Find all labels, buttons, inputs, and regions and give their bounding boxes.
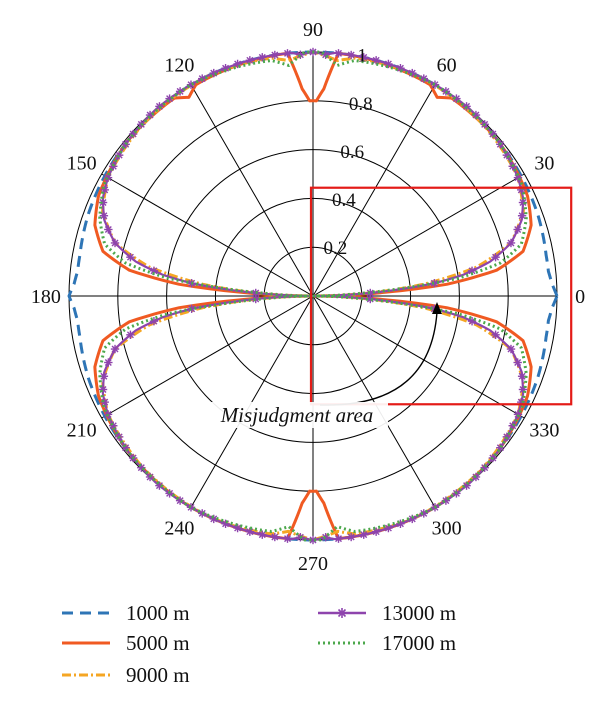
series-marker bbox=[502, 432, 512, 442]
series-marker bbox=[126, 252, 135, 262]
angle-tick-0: 0 bbox=[575, 286, 585, 308]
tick-label-layer: 0 30 60 90 120 150 180 210 240 270 300 330 0.2 0.4 0.6… bbox=[31, 19, 585, 575]
legend-item-1000m: 1000 m bbox=[60, 598, 190, 628]
series-marker bbox=[506, 344, 516, 354]
angle-tick-180: 180 bbox=[31, 286, 61, 308]
series-marker bbox=[506, 238, 516, 248]
series-marker bbox=[110, 238, 120, 248]
angle-tick-30: 30 bbox=[534, 152, 554, 174]
series-marker bbox=[186, 503, 196, 512]
series-marker bbox=[517, 211, 527, 220]
series-marker bbox=[283, 49, 292, 58]
series-marker bbox=[110, 344, 120, 354]
legend-swatch-13000m bbox=[318, 608, 366, 618]
legend-swatch-5000m bbox=[62, 641, 110, 645]
angle-tick-90: 90 bbox=[303, 19, 323, 41]
series-marker bbox=[258, 53, 267, 62]
misjudgment-highlight-box bbox=[309, 186, 573, 406]
legend-item-17000m: 17000 m bbox=[316, 628, 456, 658]
series-marker bbox=[491, 330, 500, 340]
series-marker bbox=[283, 534, 292, 543]
series-marker bbox=[104, 358, 113, 367]
angle-tick-240: 240 bbox=[164, 517, 194, 539]
series-marker bbox=[270, 50, 280, 60]
legend-item-13000m: 13000 m bbox=[316, 598, 456, 628]
series-marker bbox=[187, 304, 196, 313]
series-marker bbox=[104, 225, 113, 234]
legend-label-5000m: 5000 m bbox=[126, 630, 190, 655]
angle-tick-120: 120 bbox=[164, 55, 194, 77]
annotation-text-backdrop bbox=[206, 402, 388, 428]
series-marker bbox=[198, 509, 207, 518]
series-line-4 bbox=[98, 50, 528, 542]
series-marker bbox=[270, 532, 280, 542]
series-marker bbox=[513, 358, 522, 367]
legend-item-5000m: 5000 m bbox=[60, 628, 190, 658]
legend-label-9000m: 9000 m bbox=[126, 662, 190, 687]
series-layer bbox=[67, 47, 559, 545]
series-marker bbox=[408, 514, 417, 524]
series-marker bbox=[334, 534, 343, 543]
legend: 1000 m 5000 m 9000 m 13000 m 17000 m bbox=[60, 598, 580, 698]
series-marker bbox=[258, 530, 267, 539]
series-marker bbox=[99, 211, 109, 220]
annotation-arrow-head bbox=[432, 302, 442, 314]
radial-tick-0.2: 0.2 bbox=[323, 238, 347, 259]
series-marker bbox=[128, 129, 138, 139]
series-marker bbox=[149, 266, 159, 276]
angle-tick-150: 150 bbox=[67, 152, 97, 174]
series-marker bbox=[121, 443, 130, 452]
legend-label-1000m: 1000 m bbox=[126, 600, 190, 625]
radial-tick-0.8: 0.8 bbox=[349, 94, 373, 115]
legend-label-13000m: 13000 m bbox=[382, 600, 457, 625]
polar-chart: Misjudgment area 0 30 60 90 120 150 180 210 240 2… bbox=[31, 19, 585, 575]
series-marker bbox=[109, 162, 118, 171]
radial-tick-0.6: 0.6 bbox=[340, 142, 364, 163]
series-marker bbox=[251, 294, 260, 304]
angle-tick-60: 60 bbox=[437, 55, 457, 77]
angle-tick-330: 330 bbox=[529, 420, 559, 442]
series-marker bbox=[508, 421, 517, 430]
annotation-text: Misjudgment area bbox=[220, 403, 374, 427]
series-marker bbox=[488, 129, 498, 139]
series-marker bbox=[149, 316, 159, 326]
series-marker bbox=[491, 252, 500, 262]
radial-tick-0.4: 0.4 bbox=[332, 190, 356, 211]
series-marker bbox=[126, 330, 135, 340]
legend-swatch-1000m bbox=[62, 611, 110, 615]
legend-swatch-9000m bbox=[62, 673, 110, 677]
angle-tick-300: 300 bbox=[432, 517, 462, 539]
angle-tick-210: 210 bbox=[67, 420, 97, 442]
series-marker bbox=[371, 56, 381, 65]
series-marker bbox=[233, 523, 242, 533]
legend-swatch-17000m bbox=[318, 641, 366, 645]
legend-item-9000m: 9000 m bbox=[60, 660, 190, 690]
series-marker bbox=[359, 53, 368, 62]
series-marker bbox=[513, 225, 522, 234]
series-17000m bbox=[98, 50, 528, 542]
annotation-layer: Misjudgment area bbox=[206, 186, 573, 428]
series-marker bbox=[114, 150, 124, 160]
series-marker bbox=[334, 49, 343, 58]
series-marker bbox=[513, 410, 523, 419]
series-marker bbox=[359, 530, 368, 539]
annotation-arrow bbox=[319, 311, 438, 406]
radial-tick-1: 1 bbox=[357, 46, 367, 67]
series-marker bbox=[496, 443, 505, 452]
series-marker bbox=[245, 527, 255, 536]
series-marker bbox=[346, 50, 356, 60]
series-marker bbox=[430, 279, 439, 288]
legend-label-17000m: 17000 m bbox=[382, 630, 457, 655]
angle-tick-270: 270 bbox=[298, 553, 328, 575]
series-marker bbox=[103, 173, 113, 182]
series-marker bbox=[346, 532, 356, 542]
